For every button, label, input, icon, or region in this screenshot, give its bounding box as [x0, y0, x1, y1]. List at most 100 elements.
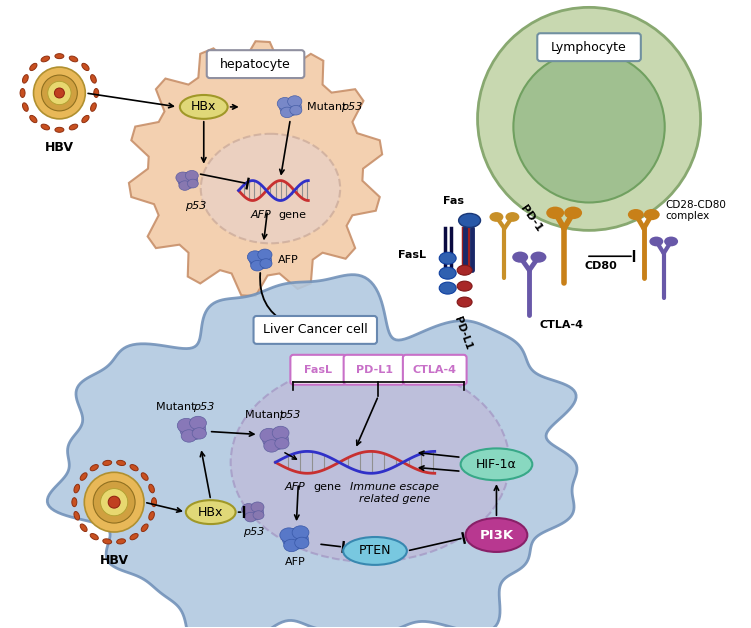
Text: CTLA-4: CTLA-4 — [539, 320, 584, 330]
Ellipse shape — [245, 512, 257, 522]
Ellipse shape — [90, 465, 98, 471]
Polygon shape — [129, 41, 382, 296]
Ellipse shape — [41, 124, 50, 130]
Ellipse shape — [82, 63, 89, 70]
Ellipse shape — [149, 484, 155, 493]
Text: PD-L1: PD-L1 — [355, 365, 393, 375]
Ellipse shape — [130, 534, 138, 539]
Ellipse shape — [201, 134, 340, 243]
Ellipse shape — [644, 209, 659, 220]
FancyBboxPatch shape — [403, 355, 466, 385]
Ellipse shape — [664, 237, 678, 246]
Ellipse shape — [72, 497, 77, 507]
Ellipse shape — [284, 539, 299, 551]
Ellipse shape — [280, 528, 298, 543]
Ellipse shape — [292, 526, 309, 539]
Ellipse shape — [264, 440, 279, 452]
Ellipse shape — [279, 98, 301, 116]
Ellipse shape — [20, 89, 25, 97]
Ellipse shape — [490, 212, 503, 222]
Ellipse shape — [260, 259, 272, 268]
Ellipse shape — [192, 428, 207, 439]
Text: Mutant: Mutant — [156, 401, 199, 411]
Ellipse shape — [457, 281, 472, 291]
Ellipse shape — [628, 209, 644, 220]
Text: p53: p53 — [185, 200, 207, 210]
Ellipse shape — [181, 430, 197, 442]
Ellipse shape — [231, 363, 509, 562]
Ellipse shape — [23, 103, 29, 111]
Text: CTLA-4: CTLA-4 — [413, 365, 457, 375]
Ellipse shape — [650, 237, 663, 246]
Ellipse shape — [512, 252, 528, 263]
Ellipse shape — [263, 429, 288, 450]
Text: HBx: HBx — [191, 100, 216, 114]
Ellipse shape — [30, 116, 37, 122]
Ellipse shape — [130, 465, 138, 471]
Ellipse shape — [247, 251, 263, 263]
Ellipse shape — [460, 448, 532, 480]
Circle shape — [48, 82, 71, 105]
Ellipse shape — [91, 103, 96, 111]
Text: PI3K: PI3K — [479, 529, 514, 541]
Ellipse shape — [55, 53, 64, 58]
Ellipse shape — [249, 251, 271, 269]
Ellipse shape — [80, 524, 87, 531]
Ellipse shape — [282, 529, 309, 550]
Text: HBV: HBV — [100, 554, 128, 567]
FancyBboxPatch shape — [254, 316, 377, 344]
Circle shape — [478, 8, 701, 230]
Ellipse shape — [459, 214, 481, 227]
Ellipse shape — [466, 518, 527, 552]
Text: Liver Cancer cell: Liver Cancer cell — [263, 323, 368, 337]
Ellipse shape — [30, 63, 37, 70]
Ellipse shape — [180, 95, 228, 119]
Text: FasL: FasL — [304, 365, 332, 375]
Ellipse shape — [258, 249, 272, 261]
Text: p53: p53 — [279, 409, 301, 420]
Circle shape — [41, 75, 77, 111]
Ellipse shape — [343, 537, 407, 565]
Ellipse shape — [91, 75, 96, 83]
Ellipse shape — [294, 537, 309, 549]
Ellipse shape — [74, 484, 80, 493]
Ellipse shape — [253, 511, 264, 519]
Text: p53: p53 — [341, 102, 363, 112]
Ellipse shape — [23, 75, 29, 83]
Circle shape — [34, 67, 86, 119]
Text: gene: gene — [313, 482, 341, 492]
Text: hepatocyte: hepatocyte — [220, 58, 291, 70]
Ellipse shape — [277, 97, 293, 110]
Ellipse shape — [251, 261, 264, 271]
Text: Mutant: Mutant — [245, 409, 288, 420]
Ellipse shape — [176, 172, 190, 183]
Circle shape — [101, 489, 128, 516]
Ellipse shape — [103, 460, 112, 465]
Ellipse shape — [103, 539, 112, 544]
Ellipse shape — [177, 418, 195, 433]
Ellipse shape — [141, 524, 148, 531]
Ellipse shape — [439, 252, 456, 264]
Ellipse shape — [457, 297, 472, 307]
FancyBboxPatch shape — [537, 33, 641, 61]
Ellipse shape — [116, 460, 125, 465]
Ellipse shape — [41, 56, 50, 62]
Ellipse shape — [185, 500, 236, 524]
Text: Lymphocyte: Lymphocyte — [551, 41, 627, 53]
Text: AFP: AFP — [285, 482, 306, 492]
Circle shape — [108, 496, 120, 508]
Text: gene: gene — [279, 210, 306, 220]
Text: CD28-CD80
complex: CD28-CD80 complex — [665, 200, 726, 221]
Ellipse shape — [185, 170, 198, 181]
Ellipse shape — [116, 539, 125, 544]
Ellipse shape — [141, 473, 148, 480]
Text: HBx: HBx — [198, 506, 223, 519]
Polygon shape — [47, 274, 577, 628]
Text: Immune escape
related gene: Immune escape related gene — [351, 482, 439, 504]
Circle shape — [93, 481, 135, 523]
Text: HIF-1α: HIF-1α — [476, 458, 517, 471]
Ellipse shape — [564, 207, 582, 219]
Ellipse shape — [242, 504, 255, 515]
Ellipse shape — [82, 116, 89, 122]
Ellipse shape — [179, 181, 191, 190]
